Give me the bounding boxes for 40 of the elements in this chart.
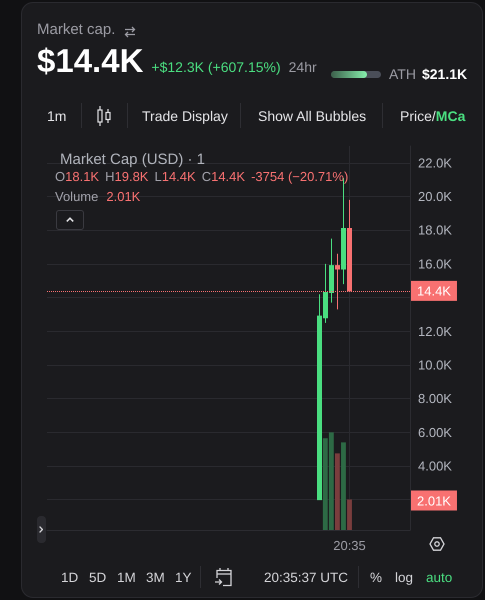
annotation: C14.4K xyxy=(202,169,246,184)
annotation: L14.4K xyxy=(154,169,196,184)
text: $14.4K xyxy=(37,42,144,79)
y-tick-label: 22.0K xyxy=(418,155,452,170)
text: 1D xyxy=(61,570,78,585)
text: 1m xyxy=(47,108,66,124)
y-tick-label: 20.0K xyxy=(418,189,452,204)
annotation: H19.8K xyxy=(105,169,148,184)
annotation: -3754 (−20.71%) xyxy=(251,169,348,184)
x-tick-label: 20:35 xyxy=(333,538,366,553)
text: log xyxy=(395,570,414,585)
y-tick-label: 4.00K xyxy=(418,458,452,474)
text: auto xyxy=(426,570,452,585)
text: 1M xyxy=(117,570,136,585)
text: Market cap. xyxy=(37,21,116,38)
text: 24hr xyxy=(288,59,317,75)
annotation: O18.1K xyxy=(55,169,100,184)
y-tick-label: 6.00K xyxy=(418,424,452,440)
text: +$12.3K (+607.15%) xyxy=(151,59,281,75)
text: Show All Bubbles xyxy=(258,108,366,124)
text: Price/ xyxy=(400,108,436,124)
text: 20:35:37 UTC xyxy=(264,570,348,585)
text: $21.1K xyxy=(422,66,468,82)
y-tick-label: 18.0K xyxy=(418,222,452,238)
text: ATH xyxy=(389,66,416,82)
text: 2.01K xyxy=(417,494,452,509)
annotation: Volume xyxy=(55,189,98,204)
y-tick-label: 16.0K xyxy=(418,256,452,272)
annotation: 2.01K xyxy=(106,189,140,204)
text: % xyxy=(370,570,382,585)
ref-line-label: 14.4K xyxy=(417,283,452,298)
text: 5D xyxy=(89,570,106,585)
text: 1Y xyxy=(175,570,192,585)
text: Trade Display xyxy=(142,108,228,124)
chart-title: Market Cap (USD) · 1 xyxy=(60,151,206,168)
y-tick-label: 8.00K xyxy=(418,391,452,406)
text: 3M xyxy=(146,570,165,585)
y-tick-label: 12.0K xyxy=(418,324,452,339)
y-tick-label: 10.0K xyxy=(418,357,452,372)
text: MCa xyxy=(436,108,466,124)
